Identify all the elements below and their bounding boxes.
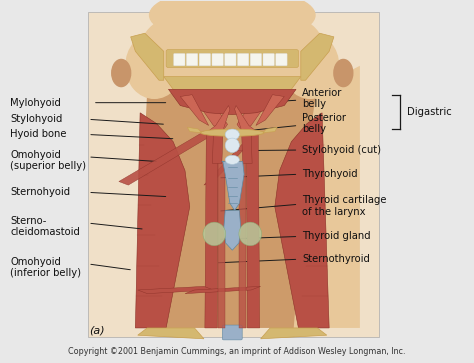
Polygon shape [239, 162, 246, 328]
Polygon shape [131, 33, 164, 80]
Text: Omohyoid
(superior belly): Omohyoid (superior belly) [10, 150, 86, 171]
Ellipse shape [282, 33, 338, 98]
Text: Omohyoid
(inferior belly): Omohyoid (inferior belly) [10, 257, 81, 278]
Text: Stylohyoid: Stylohyoid [10, 114, 63, 124]
Polygon shape [205, 134, 218, 328]
Text: Thyroid gland: Thyroid gland [302, 232, 371, 241]
Polygon shape [168, 89, 296, 115]
FancyBboxPatch shape [263, 53, 274, 66]
FancyBboxPatch shape [222, 325, 242, 340]
Ellipse shape [203, 222, 226, 246]
Text: Stylohyoid (cut): Stylohyoid (cut) [302, 145, 381, 155]
Text: Copyright ©2001 Benjamin Cummings, an imprint of Addison Wesley Longman, Inc.: Copyright ©2001 Benjamin Cummings, an im… [68, 347, 406, 356]
FancyBboxPatch shape [88, 12, 379, 337]
Polygon shape [185, 286, 261, 294]
Text: Sternothyroid: Sternothyroid [302, 254, 370, 264]
Polygon shape [136, 113, 190, 328]
Polygon shape [119, 132, 213, 185]
FancyBboxPatch shape [173, 53, 185, 66]
Ellipse shape [150, 0, 315, 42]
Ellipse shape [126, 33, 182, 98]
Polygon shape [204, 132, 261, 185]
Text: Hyoid bone: Hyoid bone [10, 130, 67, 139]
Polygon shape [263, 127, 277, 133]
Text: Sterno-
cleidomastoid: Sterno- cleidomastoid [10, 216, 80, 237]
Polygon shape [218, 162, 225, 328]
Polygon shape [237, 97, 270, 131]
Text: Mylohyoid: Mylohyoid [10, 98, 61, 108]
Polygon shape [301, 33, 334, 80]
Polygon shape [275, 113, 329, 328]
Polygon shape [212, 134, 223, 163]
Text: Posterior
belly: Posterior belly [302, 113, 346, 134]
Text: (a): (a) [90, 326, 105, 335]
Ellipse shape [225, 129, 239, 140]
Ellipse shape [112, 60, 131, 87]
Text: Thyrohyoid: Thyrohyoid [302, 169, 358, 179]
Text: Sternohyoid: Sternohyoid [10, 187, 70, 197]
Ellipse shape [239, 222, 262, 246]
Polygon shape [294, 66, 360, 328]
FancyBboxPatch shape [166, 49, 299, 68]
Polygon shape [246, 134, 260, 328]
Ellipse shape [334, 60, 353, 87]
FancyBboxPatch shape [250, 53, 262, 66]
Polygon shape [187, 127, 201, 133]
Ellipse shape [201, 129, 264, 136]
Text: Thyroid cartilage
of the larynx: Thyroid cartilage of the larynx [302, 196, 387, 217]
FancyBboxPatch shape [237, 53, 249, 66]
Polygon shape [136, 91, 329, 328]
FancyBboxPatch shape [225, 53, 236, 66]
Polygon shape [164, 77, 301, 101]
Polygon shape [261, 328, 327, 339]
Polygon shape [138, 286, 213, 294]
Polygon shape [224, 211, 241, 250]
Polygon shape [194, 97, 228, 131]
Text: Digastric: Digastric [407, 107, 452, 117]
Polygon shape [138, 328, 204, 339]
Polygon shape [242, 134, 252, 163]
Polygon shape [180, 95, 209, 126]
Polygon shape [256, 95, 284, 126]
Text: Anterior
belly: Anterior belly [302, 88, 343, 109]
FancyBboxPatch shape [186, 53, 198, 66]
FancyBboxPatch shape [199, 53, 210, 66]
FancyBboxPatch shape [276, 53, 287, 66]
Polygon shape [209, 106, 230, 131]
Polygon shape [222, 162, 244, 211]
FancyBboxPatch shape [212, 53, 223, 66]
Ellipse shape [143, 4, 322, 84]
Ellipse shape [225, 138, 239, 152]
Polygon shape [235, 106, 256, 131]
Ellipse shape [225, 155, 239, 164]
